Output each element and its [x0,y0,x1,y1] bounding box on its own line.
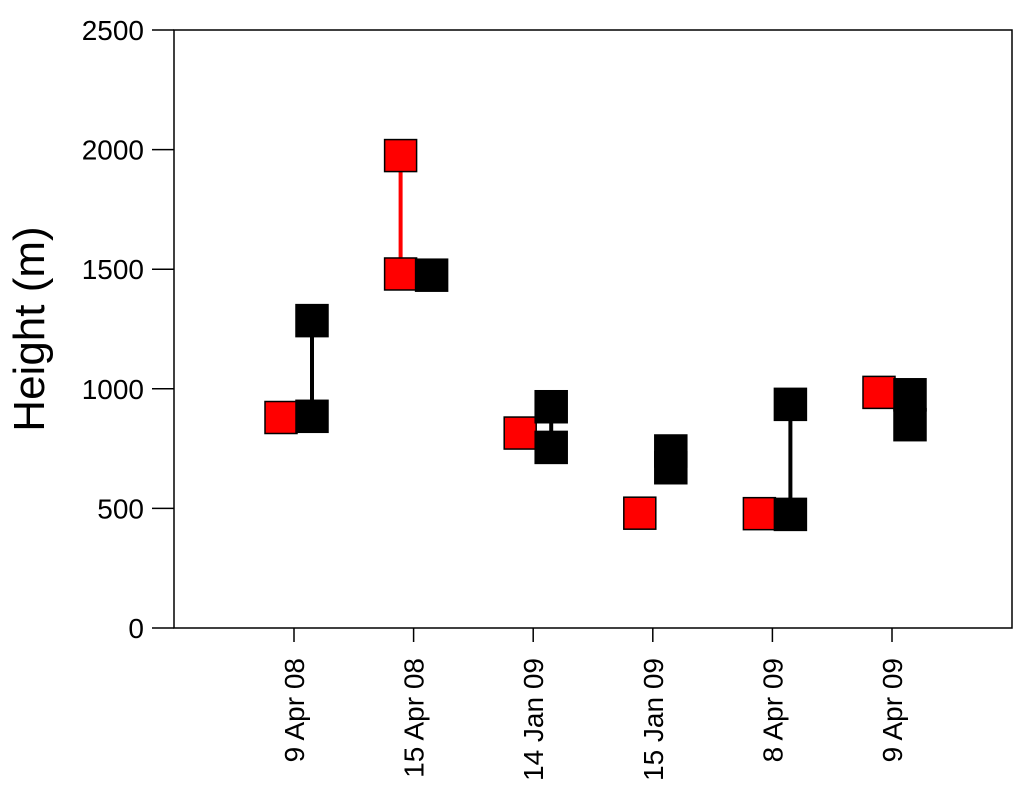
y-axis: 0 500 1000 1500 2000 2500 [82,15,174,644]
series-1-point [862,375,896,410]
series-1-point [623,496,657,530]
series-2-point [534,389,568,424]
y-tick-label: 1000 [82,374,144,405]
series-1-point [264,400,298,435]
series-1-point [383,257,418,291]
series-2-point [654,434,688,468]
series-2-point [893,378,927,412]
x-tick-label: 15 Jan 09 [638,658,669,781]
series-2-point [534,430,568,465]
series-2-point [295,303,329,338]
x-tick-label: 9 Apr 09 [877,658,908,762]
y-axis-title: Height (m) [5,226,54,431]
y-tick-label: 500 [97,493,144,524]
x-axis: 9 Apr 08 15 Apr 08 14 Jan 09 15 Jan 09 8 Apr… [279,628,908,781]
x-tick-label: 15 Apr 08 [399,658,430,778]
series-2-point [295,399,329,434]
x-tick-label: 8 Apr 09 [757,658,788,762]
y-tick-label: 1500 [82,254,144,285]
x-tick-label: 9 Apr 08 [279,658,310,762]
y-tick-label: 2000 [82,135,144,166]
series-2-point [773,387,808,422]
series-1-point [503,416,537,450]
series-1-point [383,138,418,173]
x-tick-label: 14 Jan 09 [518,658,549,781]
series-1-point [742,496,777,531]
y-tick-label: 0 [128,613,144,644]
series-2-point [414,258,449,292]
y-tick-label: 2500 [82,15,144,46]
plot-frame [173,29,1013,629]
series-2-point [893,407,927,442]
series-2-point [773,497,808,532]
data-marks [264,138,927,532]
